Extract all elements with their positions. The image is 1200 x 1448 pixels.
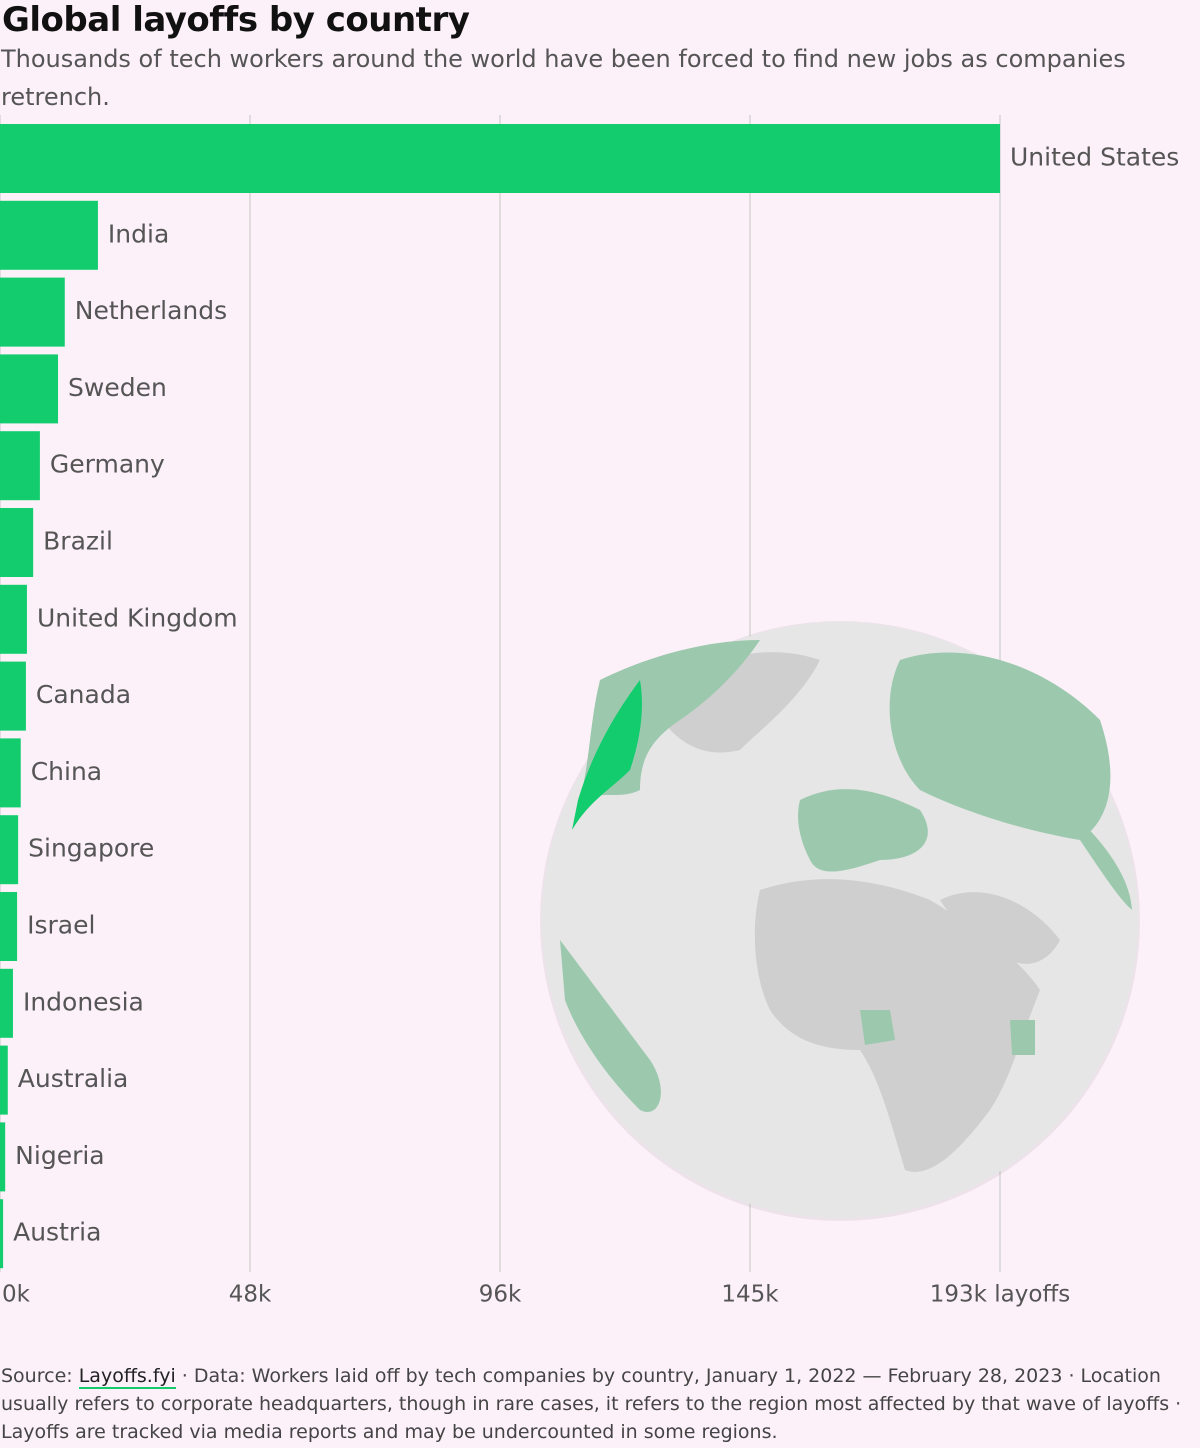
bar xyxy=(0,1122,6,1192)
bar-label: United Kingdom xyxy=(37,603,238,632)
bar-label: Israel xyxy=(27,911,95,940)
chart: 0k 48k 96k 145k 193k layoffs United States Ind… xyxy=(0,115,1179,1308)
footer: Source: Layoffs.fyi · Data: Workers laid… xyxy=(1,1362,1199,1446)
nigeria-shape xyxy=(860,1010,895,1045)
x-tick-label: 193k layoffs xyxy=(930,1282,1071,1308)
bar xyxy=(0,661,26,731)
eurasia xyxy=(889,652,1111,840)
arabia xyxy=(940,892,1060,964)
bar-label: Indonesia xyxy=(23,987,144,1016)
x-tick-label: 0k xyxy=(2,1282,31,1308)
us-shape xyxy=(572,680,642,830)
bar xyxy=(0,584,27,654)
bar-label: Netherlands xyxy=(75,296,227,325)
bar xyxy=(0,354,59,424)
bar-label: Brazil xyxy=(43,527,113,556)
bar-label: Australia xyxy=(18,1064,129,1093)
bar-label: Singapore xyxy=(28,834,154,863)
bar xyxy=(0,124,1000,193)
bar xyxy=(0,815,19,885)
bar xyxy=(0,431,40,501)
south-america xyxy=(560,940,661,1112)
globe-illustration xyxy=(540,621,1140,1221)
bar xyxy=(0,968,13,1038)
bar xyxy=(0,1199,4,1269)
bar-label: China xyxy=(31,757,102,786)
bar xyxy=(0,277,65,347)
x-tick-label: 96k xyxy=(479,1282,522,1308)
bar-label: Austria xyxy=(13,1218,101,1247)
kenya-shape xyxy=(1010,1020,1035,1055)
bar xyxy=(0,1045,8,1115)
chart-subtitle: Thousands of tech workers around the wor… xyxy=(1,45,1126,111)
bar xyxy=(0,508,34,577)
bar-label: Nigeria xyxy=(15,1141,104,1170)
bar xyxy=(0,200,98,270)
europe xyxy=(798,789,928,872)
source-prefix: Source: xyxy=(1,1365,73,1387)
africa xyxy=(754,879,1040,1172)
x-tick-label: 48k xyxy=(229,1282,272,1308)
bar-label: Germany xyxy=(50,450,165,479)
bar-label: United States xyxy=(1010,143,1179,172)
x-tick-label: 145k xyxy=(721,1282,779,1308)
bar xyxy=(0,892,18,961)
footer-note: · Data: Workers laid off by tech compani… xyxy=(1,1365,1182,1443)
bar-label: Sweden xyxy=(68,373,167,402)
source-link[interactable]: Layoffs.fyi xyxy=(78,1365,176,1389)
bar xyxy=(0,738,21,808)
bar-label: India xyxy=(108,219,169,248)
india-region xyxy=(1080,820,1132,910)
chart-title: Global layoffs by country xyxy=(2,0,470,40)
bar-label: Canada xyxy=(36,680,131,709)
